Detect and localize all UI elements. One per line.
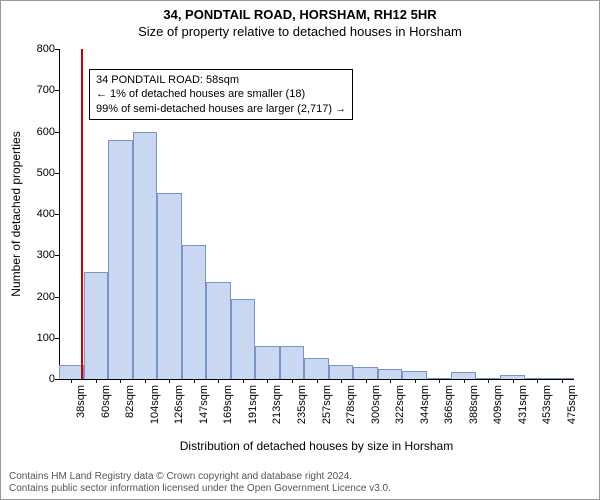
x-tick-label: 82sqm	[124, 385, 136, 418]
histogram-bar	[182, 245, 207, 379]
y-tick-label: 100	[23, 332, 55, 344]
chart-subtitle: Size of property relative to detached ho…	[1, 24, 599, 39]
histogram-bar	[451, 372, 476, 379]
x-axis: 38sqm 60sqm 82sqm 104sqm 126sqm 147sqm 169sqm 1…	[59, 379, 574, 439]
histogram-bar	[304, 358, 329, 379]
footer-line2: Contains public sector information licen…	[9, 483, 591, 495]
y-tick-label: 400	[23, 208, 55, 220]
histogram-bar	[280, 346, 305, 379]
histogram-bar	[206, 282, 231, 379]
x-tick-mark	[464, 379, 465, 383]
x-tick-mark	[513, 379, 514, 383]
histogram-bar	[402, 371, 427, 379]
chart-area: Number of detached properties 0100200300…	[59, 49, 574, 379]
x-tick-label: 191sqm	[247, 385, 259, 424]
x-tick-mark	[366, 379, 367, 383]
x-tick-mark	[71, 379, 72, 383]
x-tick-mark	[439, 379, 440, 383]
x-tick-label: 147sqm	[198, 385, 210, 424]
x-tick-label: 169sqm	[222, 385, 234, 424]
annotation-line: 99% of semi-detached houses are larger (…	[96, 102, 346, 116]
histogram-bar	[329, 365, 354, 379]
x-tick-mark	[562, 379, 563, 383]
histogram-bar	[378, 369, 403, 379]
x-tick-label: 300sqm	[370, 385, 382, 424]
x-tick-label: 409sqm	[492, 385, 504, 424]
x-tick-label: 366sqm	[443, 385, 455, 424]
y-tick-label: 0	[23, 373, 55, 385]
histogram-bar	[133, 132, 158, 380]
chart-title: 34, PONDTAIL ROAD, HORSHAM, RH12 5HR	[1, 7, 599, 22]
x-tick-label: 60sqm	[100, 385, 112, 418]
x-tick-mark	[218, 379, 219, 383]
y-tick-label: 500	[23, 167, 55, 179]
x-tick-mark	[96, 379, 97, 383]
y-axis-line	[59, 49, 60, 379]
y-axis-label: Number of detached properties	[9, 131, 23, 296]
x-tick-mark	[537, 379, 538, 383]
x-tick-label: 38sqm	[75, 385, 87, 418]
chart-container: 34, PONDTAIL ROAD, HORSHAM, RH12 5HR Siz…	[0, 0, 600, 500]
histogram-bar	[108, 140, 133, 379]
histogram-bar	[231, 299, 256, 379]
x-tick-label: 213sqm	[271, 385, 283, 424]
annotation-line: 34 PONDTAIL ROAD: 58sqm	[96, 73, 346, 87]
x-tick-label: 453sqm	[541, 385, 553, 424]
y-tick-label: 800	[23, 43, 55, 55]
x-tick-label: 278sqm	[345, 385, 357, 424]
x-tick-mark	[194, 379, 195, 383]
footer-line1: Contains HM Land Registry data © Crown c…	[9, 471, 591, 483]
x-tick-label: 344sqm	[419, 385, 431, 424]
x-tick-mark	[243, 379, 244, 383]
footer-attribution: Contains HM Land Registry data © Crown c…	[9, 471, 591, 495]
y-tick-label: 300	[23, 249, 55, 261]
annotation-box: 34 PONDTAIL ROAD: 58sqm← 1% of detached …	[89, 69, 353, 120]
y-axis: 0100200300400500600700800	[23, 49, 55, 379]
x-tick-label: 235sqm	[296, 385, 308, 424]
x-axis-label: Distribution of detached houses by size …	[59, 439, 574, 453]
x-tick-label: 126sqm	[173, 385, 185, 424]
x-tick-mark	[292, 379, 293, 383]
y-tick-label: 200	[23, 291, 55, 303]
x-tick-label: 322sqm	[394, 385, 406, 424]
histogram-bar	[157, 193, 182, 379]
x-tick-label: 475sqm	[566, 385, 578, 424]
x-tick-label: 257sqm	[321, 385, 333, 424]
x-tick-mark	[488, 379, 489, 383]
y-tick-label: 700	[23, 84, 55, 96]
histogram-bar	[255, 346, 280, 379]
x-tick-mark	[390, 379, 391, 383]
x-tick-label: 431sqm	[517, 385, 529, 424]
histogram-bar	[84, 272, 109, 379]
x-tick-mark	[145, 379, 146, 383]
histogram-bar	[59, 365, 84, 379]
x-tick-mark	[341, 379, 342, 383]
x-tick-mark	[267, 379, 268, 383]
x-tick-mark	[317, 379, 318, 383]
x-tick-mark	[120, 379, 121, 383]
x-tick-mark	[169, 379, 170, 383]
x-tick-label: 388sqm	[468, 385, 480, 424]
x-tick-label: 104sqm	[149, 385, 161, 424]
x-tick-mark	[415, 379, 416, 383]
plot-region: 34 PONDTAIL ROAD: 58sqm← 1% of detached …	[59, 49, 574, 379]
y-tick-label: 600	[23, 126, 55, 138]
property-marker-line	[81, 49, 83, 379]
histogram-bar	[353, 367, 378, 379]
annotation-line: ← 1% of detached houses are smaller (18)	[96, 87, 346, 101]
